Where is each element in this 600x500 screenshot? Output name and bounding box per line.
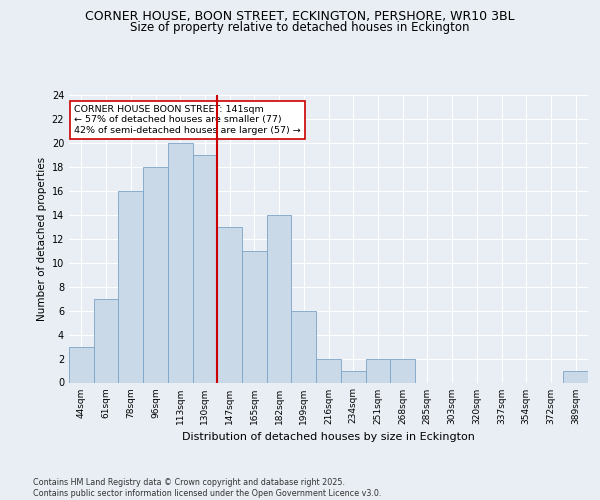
Bar — [292, 310, 316, 382]
Bar — [143, 167, 168, 382]
Y-axis label: Number of detached properties: Number of detached properties — [37, 156, 47, 321]
Bar — [563, 370, 588, 382]
Bar — [69, 346, 94, 382]
Text: CORNER HOUSE, BOON STREET, ECKINGTON, PERSHORE, WR10 3BL: CORNER HOUSE, BOON STREET, ECKINGTON, PE… — [85, 10, 515, 23]
Bar — [341, 370, 365, 382]
Bar — [168, 143, 193, 382]
Text: Size of property relative to detached houses in Eckington: Size of property relative to detached ho… — [130, 21, 470, 34]
Bar — [316, 358, 341, 382]
Bar — [267, 215, 292, 382]
Bar — [365, 358, 390, 382]
Bar — [390, 358, 415, 382]
Text: CORNER HOUSE BOON STREET: 141sqm
← 57% of detached houses are smaller (77)
42% o: CORNER HOUSE BOON STREET: 141sqm ← 57% o… — [74, 105, 301, 135]
Bar — [193, 155, 217, 382]
Bar — [118, 191, 143, 382]
Bar — [242, 250, 267, 382]
Bar — [94, 298, 118, 382]
Text: Contains HM Land Registry data © Crown copyright and database right 2025.
Contai: Contains HM Land Registry data © Crown c… — [33, 478, 382, 498]
Bar — [217, 227, 242, 382]
X-axis label: Distribution of detached houses by size in Eckington: Distribution of detached houses by size … — [182, 432, 475, 442]
